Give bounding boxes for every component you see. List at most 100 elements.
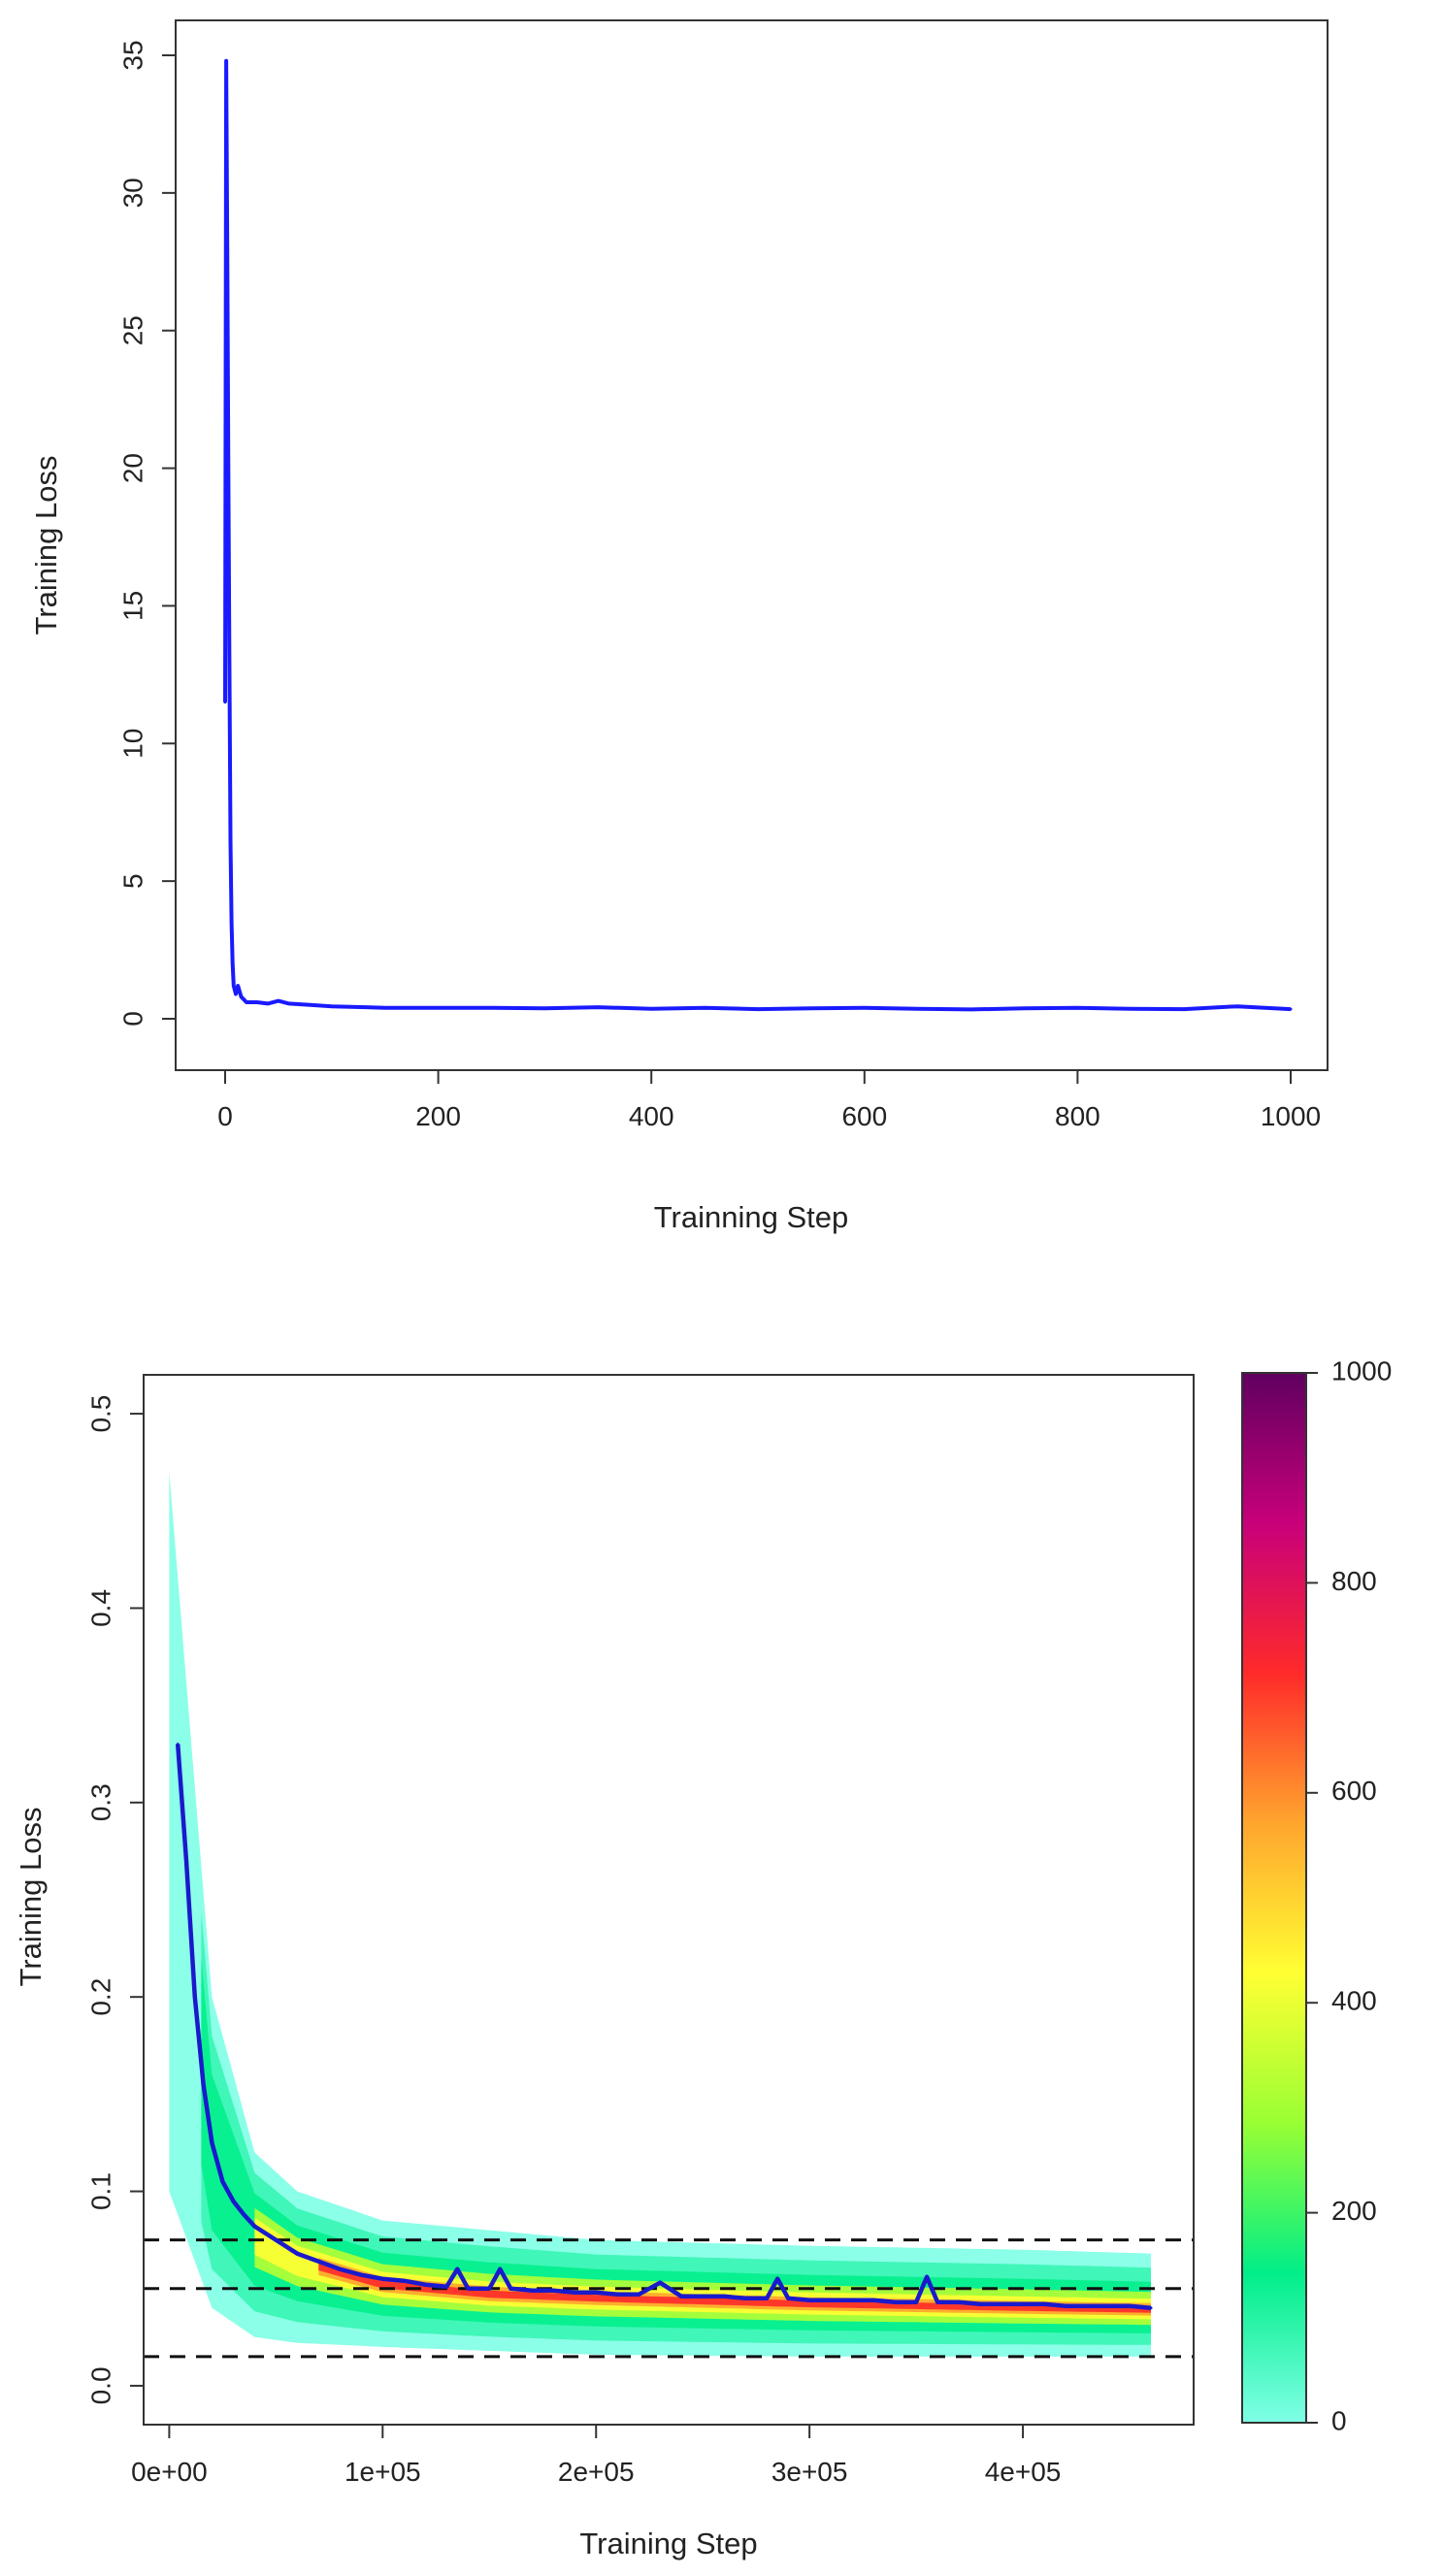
chart-1-y-axis-title: Training Loss [29, 456, 63, 636]
chart-2-data-point [701, 2295, 705, 2299]
colorbar-axis: 0 200 400 600 800 1000 [1306, 1355, 1392, 2435]
chart-1-data-point [255, 1000, 259, 1004]
chart-1-data-point [969, 1007, 973, 1011]
chart-1-data-point [234, 992, 238, 995]
chart-1-data-point [649, 1007, 653, 1011]
chart-2-data-point [252, 2225, 256, 2229]
chart-2-data-point [176, 1743, 180, 1746]
chart-2-x-tick-label: 3e+05 [771, 2457, 848, 2487]
chart-1-data-point [542, 1006, 546, 1010]
chart-2-data-point [338, 2267, 342, 2271]
chart-1-data-point [1075, 1006, 1079, 1010]
chart-1-x-tick-label: 200 [415, 1101, 461, 1131]
chart-2-y-tick-label: 0.0 [85, 2366, 115, 2404]
colorbar-gradient [1241, 1372, 1307, 2424]
chart-1-data-point [249, 1000, 253, 1004]
chart-2-frame [143, 1374, 1195, 2426]
chart-2-data-point [359, 2273, 363, 2277]
chart-2-data-point [530, 2289, 534, 2293]
chart-1-series-line [223, 58, 1292, 1012]
chart-1-y-tick-label: 20 [117, 453, 148, 483]
chart-1: 0 200 400 600 800 1000 0 5 10 15 20 25 30 35 Trainni… [29, 19, 1329, 1234]
chart-2-data-point [184, 1859, 188, 1863]
chart-2-data-point [1021, 2302, 1025, 2306]
chart-2-data-point [658, 2281, 662, 2285]
chart-2: 0e+00 1e+05 2e+05 3e+05 4e+05 0.00.10.20.30.… [14, 1355, 1392, 2560]
colorbar-tick-label: 600 [1331, 1776, 1377, 1806]
chart-1-y-tick-label: 15 [117, 591, 148, 621]
chart-2-data-point [231, 2200, 235, 2203]
colorbar-tick-label: 1000 [1331, 1355, 1392, 1386]
chart-2-data-point [242, 2213, 246, 2217]
chart-2-data-point [914, 2300, 918, 2304]
chart-2-data-point [487, 2287, 491, 2291]
chart-1-data-point [224, 59, 228, 63]
chart-1-x-axis: 0 200 400 600 800 1000 [217, 1070, 1321, 1131]
chart-2-data-point [765, 2297, 769, 2300]
chart-2-y-tick-label: 0.5 [85, 1395, 115, 1433]
chart-2-y-tick-label: 0.3 [85, 1783, 115, 1821]
chart-2-data-point [295, 2252, 299, 2256]
chart-2-data-point [925, 2275, 929, 2279]
chart-2-y-tick-label: 0.2 [85, 1978, 115, 2016]
chart-1-x-tick-label: 600 [841, 1101, 887, 1131]
chart-1-data-point [228, 838, 232, 842]
chart-2-data-point [850, 2299, 854, 2302]
chart-1-data-point [230, 921, 234, 925]
chart-2-data-point [1064, 2304, 1067, 2308]
chart-2-x-tick-label: 2e+05 [558, 2457, 635, 2487]
chart-2-data-point [193, 1995, 197, 1999]
chart-2-data-point [1106, 2304, 1110, 2308]
chart-2-y-axis: 0.0 0.1 0.2 0.3 0.4 0.5 [85, 1395, 144, 2404]
chart-2-data-point [316, 2260, 320, 2264]
chart-2-data-point [1042, 2302, 1046, 2306]
chart-2-data-point [423, 2283, 427, 2287]
chart-2-data-point [935, 2300, 939, 2304]
chart-2-data-point [807, 2299, 811, 2302]
chart-1-y-tick-label: 5 [117, 873, 148, 889]
chart-1-x-tick-label: 400 [629, 1101, 674, 1131]
chart-2-plot-area [144, 1472, 1194, 2359]
chart-1-data-point [1023, 1006, 1026, 1010]
chart-2-data-point [202, 2082, 206, 2086]
colorbar-tick-label: 800 [1331, 1566, 1377, 1596]
chart-2-x-axis-title: Training Step [579, 2527, 757, 2560]
chart-2-data-point [455, 2267, 459, 2271]
chart-2-data-point [509, 2287, 512, 2291]
chart-1-frame [175, 19, 1329, 1071]
chart-1-data-point [490, 1006, 493, 1010]
chart-2-data-point [978, 2302, 982, 2306]
chart-2-x-tick-label: 0e+00 [131, 2457, 208, 2487]
chart-2-x-tick-label: 4e+05 [985, 2457, 1062, 2487]
chart-1-data-point [916, 1007, 920, 1011]
chart-1-x-axis-title: Trainning Step [654, 1200, 848, 1234]
chart-1-data-point [330, 1004, 334, 1008]
chart-2-data-point [1128, 2304, 1132, 2308]
chart-2-data-point [722, 2295, 726, 2299]
chart-2-data-point [1000, 2302, 1003, 2306]
chart-2-data-point [498, 2267, 502, 2271]
chart-1-data-point [287, 1001, 291, 1005]
chart-1-data-point [226, 467, 230, 471]
chart-2-data-point [1149, 2306, 1153, 2310]
chart-2-data-point [380, 2277, 384, 2281]
chart-1-data-point [756, 1007, 760, 1011]
chart-2-data-point [775, 2277, 779, 2281]
chart-2-data-point [573, 2291, 576, 2295]
chart-2-data-point [871, 2299, 875, 2302]
colorbar-tick-label: 400 [1331, 1986, 1377, 2016]
colorbar-tick-label: 200 [1331, 2196, 1377, 2226]
chart-2-data-point [594, 2291, 598, 2295]
chart-1-data-point [223, 701, 227, 704]
chart-2-data-point [444, 2285, 448, 2289]
chart-1-data-point [809, 1006, 813, 1010]
chart-2-data-point [957, 2300, 961, 2304]
chart-2-data-point [743, 2297, 747, 2300]
chart-2-data-point [637, 2293, 640, 2297]
chart-1-y-tick-label: 25 [117, 315, 148, 345]
chart-1-data-point [225, 246, 229, 250]
chart-1-y-axis: 0 5 10 15 20 25 30 35 [117, 40, 176, 1027]
chart-2-x-tick-label: 1e+05 [345, 2457, 421, 2487]
chart-2-data-point [402, 2279, 406, 2283]
